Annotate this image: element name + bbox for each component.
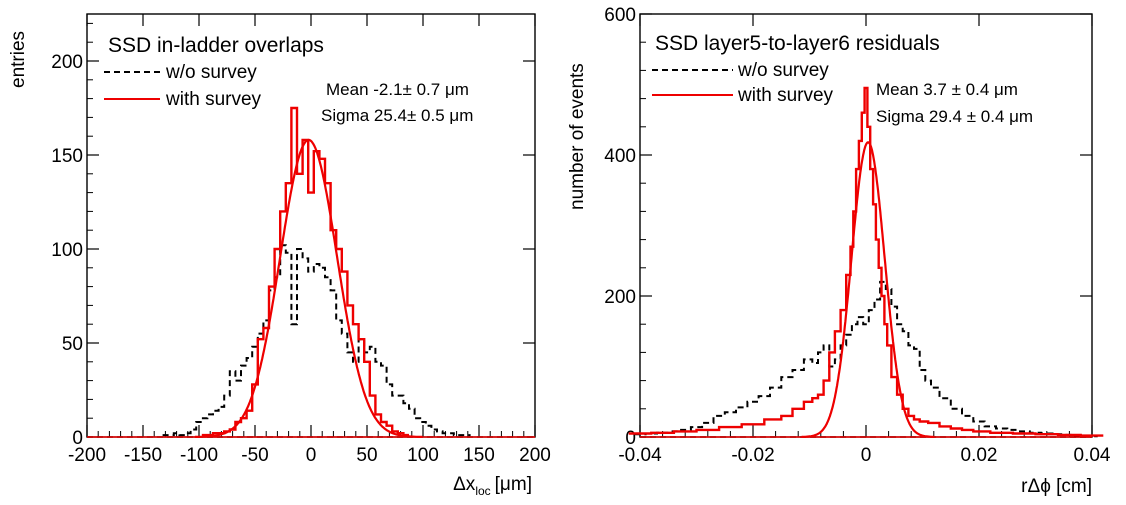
left-y-tick-label: 0 <box>72 428 83 449</box>
left-x-tick-label: 100 <box>407 445 439 466</box>
left-gaussian-fit-curve <box>194 138 423 438</box>
left-y-tick-label: 100 <box>51 240 83 261</box>
right-x-tick-label: 0.02 <box>961 445 998 466</box>
left-y-tick-label: 150 <box>51 146 83 167</box>
left-x-axis-label: Δxloc [μm] <box>453 474 532 498</box>
left-y-tick-label: 200 <box>51 52 83 73</box>
right-stats-sigma: Sigma 29.4 ± 0.4 μm <box>876 107 1033 126</box>
right-y-tick-label: 0 <box>625 428 636 449</box>
left-series-group <box>87 106 535 438</box>
left-y-tick-labels: 0 50 100 150 200 <box>51 52 83 449</box>
right-chart-panel: -0.04 -0.02 0 0.02 0.04 0 200 400 600 number of… <box>567 5 1111 497</box>
left-x-tick-label: -200 <box>68 445 106 466</box>
left-x-tick-label: 0 <box>306 445 317 466</box>
left-x-label-unit: [μm] <box>495 474 532 495</box>
left-x-label-subscript: loc <box>475 484 490 498</box>
left-y-tick-label: 50 <box>62 334 83 355</box>
left-x-tick-label: -100 <box>180 445 218 466</box>
left-stats-sigma: Sigma 25.4± 0.5 μm <box>321 106 473 125</box>
right-x-tick-label: 0 <box>861 445 872 466</box>
left-x-tick-label: 200 <box>519 445 551 466</box>
left-chart-panel: -200 -150 -100 -50 0 50 100 150 200 0 50 100 150 200… <box>8 13 551 498</box>
right-axis-ticks <box>639 13 1093 438</box>
left-legend-label-with-survey: with survey <box>165 89 262 110</box>
left-x-tick-label: 150 <box>463 445 495 466</box>
right-chart-title: SSD layer5-to-layer6 residuals <box>655 32 940 55</box>
left-x-tick-label: -50 <box>241 445 268 466</box>
right-y-tick-labels: 0 200 400 600 <box>604 5 636 449</box>
left-stats-mean: Mean -2.1± 0.7 μm <box>326 80 469 99</box>
right-gaussian-fit-curve <box>801 141 935 438</box>
left-legend-label-without-survey: w/o survey <box>165 62 257 83</box>
left-plot-frame <box>86 13 536 438</box>
right-x-tick-label: -0.04 <box>618 445 662 466</box>
right-x-tick-labels: -0.04 -0.02 0 0.02 0.04 <box>618 445 1111 466</box>
right-series-without-survey-histogram <box>634 280 1098 438</box>
right-x-axis-label: rΔϕ [cm] <box>1021 476 1092 497</box>
left-x-tick-label: -150 <box>124 445 162 466</box>
left-x-label-main: Δx <box>453 474 476 495</box>
left-series-with-survey-histogram <box>201 106 409 437</box>
right-stats-mean: Mean 3.7 ± 0.4 μm <box>876 80 1018 99</box>
left-chart-title: SSD in-ladder overlaps <box>108 34 324 57</box>
right-y-axis-label: number of events <box>567 63 588 210</box>
right-series-group <box>628 86 1104 438</box>
right-y-tick-label: 200 <box>604 287 636 308</box>
right-x-tick-label: 0.04 <box>1074 445 1111 466</box>
left-x-tick-label: 50 <box>356 445 377 466</box>
right-y-tick-label: 600 <box>604 5 636 26</box>
right-series-with-survey-histogram <box>628 86 1104 437</box>
left-y-axis-label: entries <box>8 31 29 88</box>
right-y-tick-label: 400 <box>604 146 636 167</box>
left-series-without-survey-histogram <box>162 244 471 437</box>
left-x-tick-labels: -200 -150 -100 -50 0 50 100 150 200 <box>68 445 551 466</box>
right-legend-label-without-survey: w/o survey <box>737 60 829 81</box>
right-x-tick-label: -0.02 <box>731 445 774 466</box>
right-plot-frame <box>639 13 1093 438</box>
right-legend-label-with-survey: with survey <box>737 85 834 106</box>
left-axis-ticks <box>86 14 536 438</box>
